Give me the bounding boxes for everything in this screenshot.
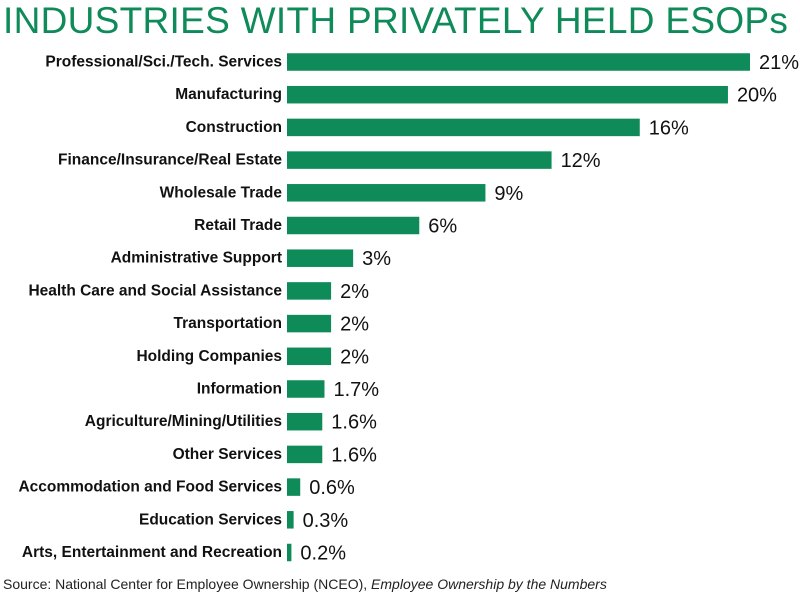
category-label-professional-sci-tech-services: Professional/Sci./Tech. Services (45, 54, 282, 71)
category-label-finance-insurance-real-estate: Finance/Insurance/Real Estate (58, 152, 282, 169)
bar-arts-entertainment-and-recreation (287, 543, 292, 562)
value-label-other-services: 1.6% (331, 444, 377, 466)
value-label-education-services: 0.3% (303, 510, 349, 532)
category-label-information: Information (197, 381, 282, 398)
value-label-health-care-and-social-assistance: 2% (340, 281, 369, 303)
category-label-transportation: Transportation (173, 315, 282, 332)
category-label-health-care-and-social-assistance: Health Care and Social Assistance (28, 282, 282, 299)
value-label-holding-companies: 2% (340, 346, 369, 368)
category-label-construction: Construction (186, 119, 282, 136)
category-label-wholesale-trade: Wholesale Trade (160, 184, 283, 201)
bar-wholesale-trade (287, 184, 486, 202)
category-label-agriculture-mining-utilities: Agriculture/Mining/Utilities (85, 413, 282, 430)
category-label-accommodation-and-food-services: Accommodation and Food Services (18, 479, 282, 496)
value-label-transportation: 2% (340, 314, 369, 336)
bar-accommodation-and-food-services (287, 478, 301, 496)
bar-transportation (287, 314, 332, 333)
bar-administrative-support (287, 249, 354, 267)
value-label-wholesale-trade: 9% (494, 183, 523, 205)
bar-other-services (287, 445, 323, 464)
bar-manufacturing (287, 85, 728, 104)
value-label-accommodation-and-food-services: 0.6% (309, 477, 355, 499)
bar-information (287, 380, 325, 398)
value-label-information: 1.7% (333, 379, 379, 401)
category-label-arts-entertainment-and-recreation: Arts, Entertainment and Recreation (22, 544, 282, 561)
chart-title: INDUSTRIES WITH PRIVATELY HELD ESOPs (3, 0, 789, 41)
value-label-arts-entertainment-and-recreation: 0.2% (300, 543, 346, 565)
bar-education-services (287, 511, 294, 529)
bar-professional-sci-tech-services (287, 53, 750, 71)
category-label-other-services: Other Services (173, 446, 282, 463)
bar-holding-companies (287, 347, 332, 366)
category-label-manufacturing: Manufacturing (175, 86, 282, 103)
source-prefix: Source: National Center for Employee Own… (3, 576, 372, 592)
bar-agriculture-mining-utilities (287, 412, 323, 431)
category-label-retail-trade: Retail Trade (194, 217, 282, 234)
category-label-holding-companies: Holding Companies (136, 348, 282, 365)
value-label-agriculture-mining-utilities: 1.6% (331, 412, 377, 434)
category-label-administrative-support: Administrative Support (111, 250, 282, 267)
bar-health-care-and-social-assistance (287, 282, 332, 300)
value-label-manufacturing: 20% (737, 85, 777, 107)
value-label-construction: 16% (649, 117, 689, 139)
bar-construction (287, 118, 640, 137)
value-label-retail-trade: 6% (428, 216, 457, 238)
bar-finance-insurance-real-estate (287, 151, 552, 169)
value-label-professional-sci-tech-services: 21% (759, 52, 799, 74)
value-label-administrative-support: 3% (362, 248, 391, 270)
category-label-education-services: Education Services (139, 511, 282, 528)
bar-retail-trade (287, 216, 420, 235)
source-publication: Employee Ownership by the Numbers (371, 576, 607, 592)
value-label-finance-insurance-real-estate: 12% (561, 150, 601, 172)
source-note: Source: National Center for Employee Own… (3, 576, 607, 592)
